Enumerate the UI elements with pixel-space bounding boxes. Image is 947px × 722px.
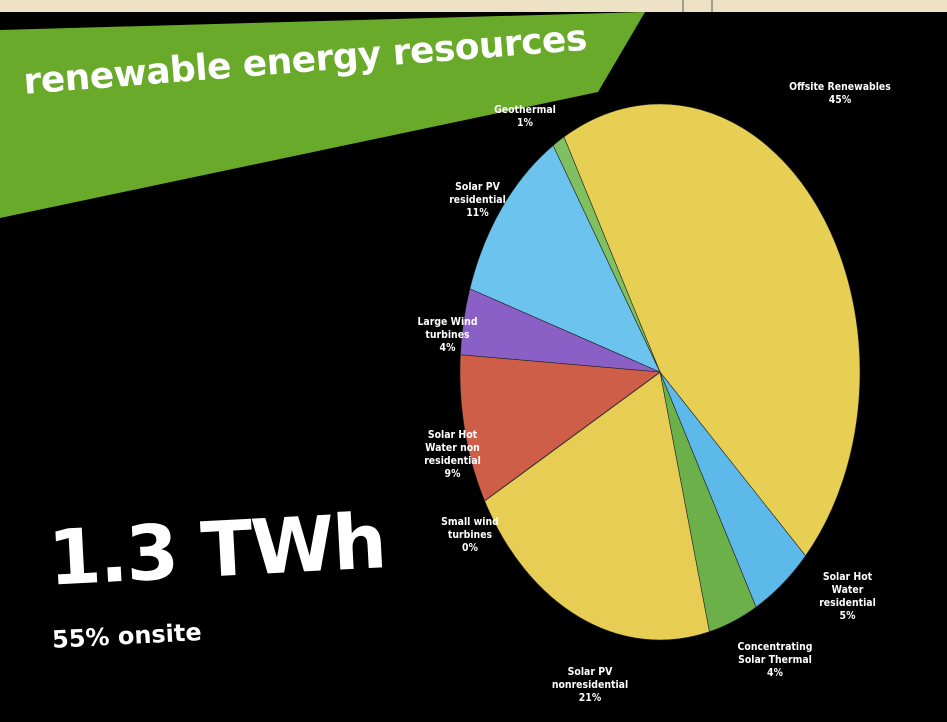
slice-label: Solar Hot Water non residential 9% xyxy=(416,428,488,480)
annotation: 1.3 TWh xyxy=(45,496,387,603)
pie-slice xyxy=(552,136,661,373)
value-label: 0% xyxy=(462,541,478,554)
value-label: 4% xyxy=(439,341,456,354)
value-label: 5% xyxy=(839,609,856,622)
slice-label: Small wind turbines 0% xyxy=(436,515,504,554)
slice-label: Geothermal 1% xyxy=(487,103,564,129)
slice-label: Solar Hot Water residential 5% xyxy=(816,570,880,622)
pie-slice xyxy=(459,354,661,502)
category-label: Solar Hot Water residential xyxy=(819,570,876,609)
value-label: 21% xyxy=(578,691,602,704)
pie-slice xyxy=(469,144,661,373)
title-band xyxy=(0,12,645,218)
category-label: Geothermal xyxy=(494,103,556,116)
value-label: 45% xyxy=(828,93,852,106)
pie-slice xyxy=(484,371,710,641)
value-label: 11% xyxy=(466,206,489,219)
category-label: Small wind turbines xyxy=(441,515,499,541)
category-label: Concentrating Solar Thermal xyxy=(737,640,813,666)
slice-label: Solar PV nonresidential 21% xyxy=(531,665,650,704)
pie-slice xyxy=(563,103,861,557)
slice-label: Large Wind turbines 4% xyxy=(411,315,483,354)
top-strip xyxy=(0,0,947,12)
slice-label: Solar PV residential 11% xyxy=(437,180,518,219)
value-label: 9% xyxy=(444,467,461,480)
value-label: 1% xyxy=(517,116,533,129)
category-label: Offsite Renewables xyxy=(789,80,891,93)
category-label: Solar PV residential xyxy=(449,180,506,206)
category-label: Large Wind turbines xyxy=(417,315,478,341)
value-label: 4% xyxy=(767,666,783,679)
slice-label: Offsite Renewables 45% xyxy=(789,80,891,106)
category-label: Solar PV nonresidential xyxy=(551,665,629,691)
slice-label: Concentrating Solar Thermal 4% xyxy=(728,640,822,679)
pie xyxy=(459,103,861,641)
category-label: Solar Hot Water non residential xyxy=(424,428,481,467)
